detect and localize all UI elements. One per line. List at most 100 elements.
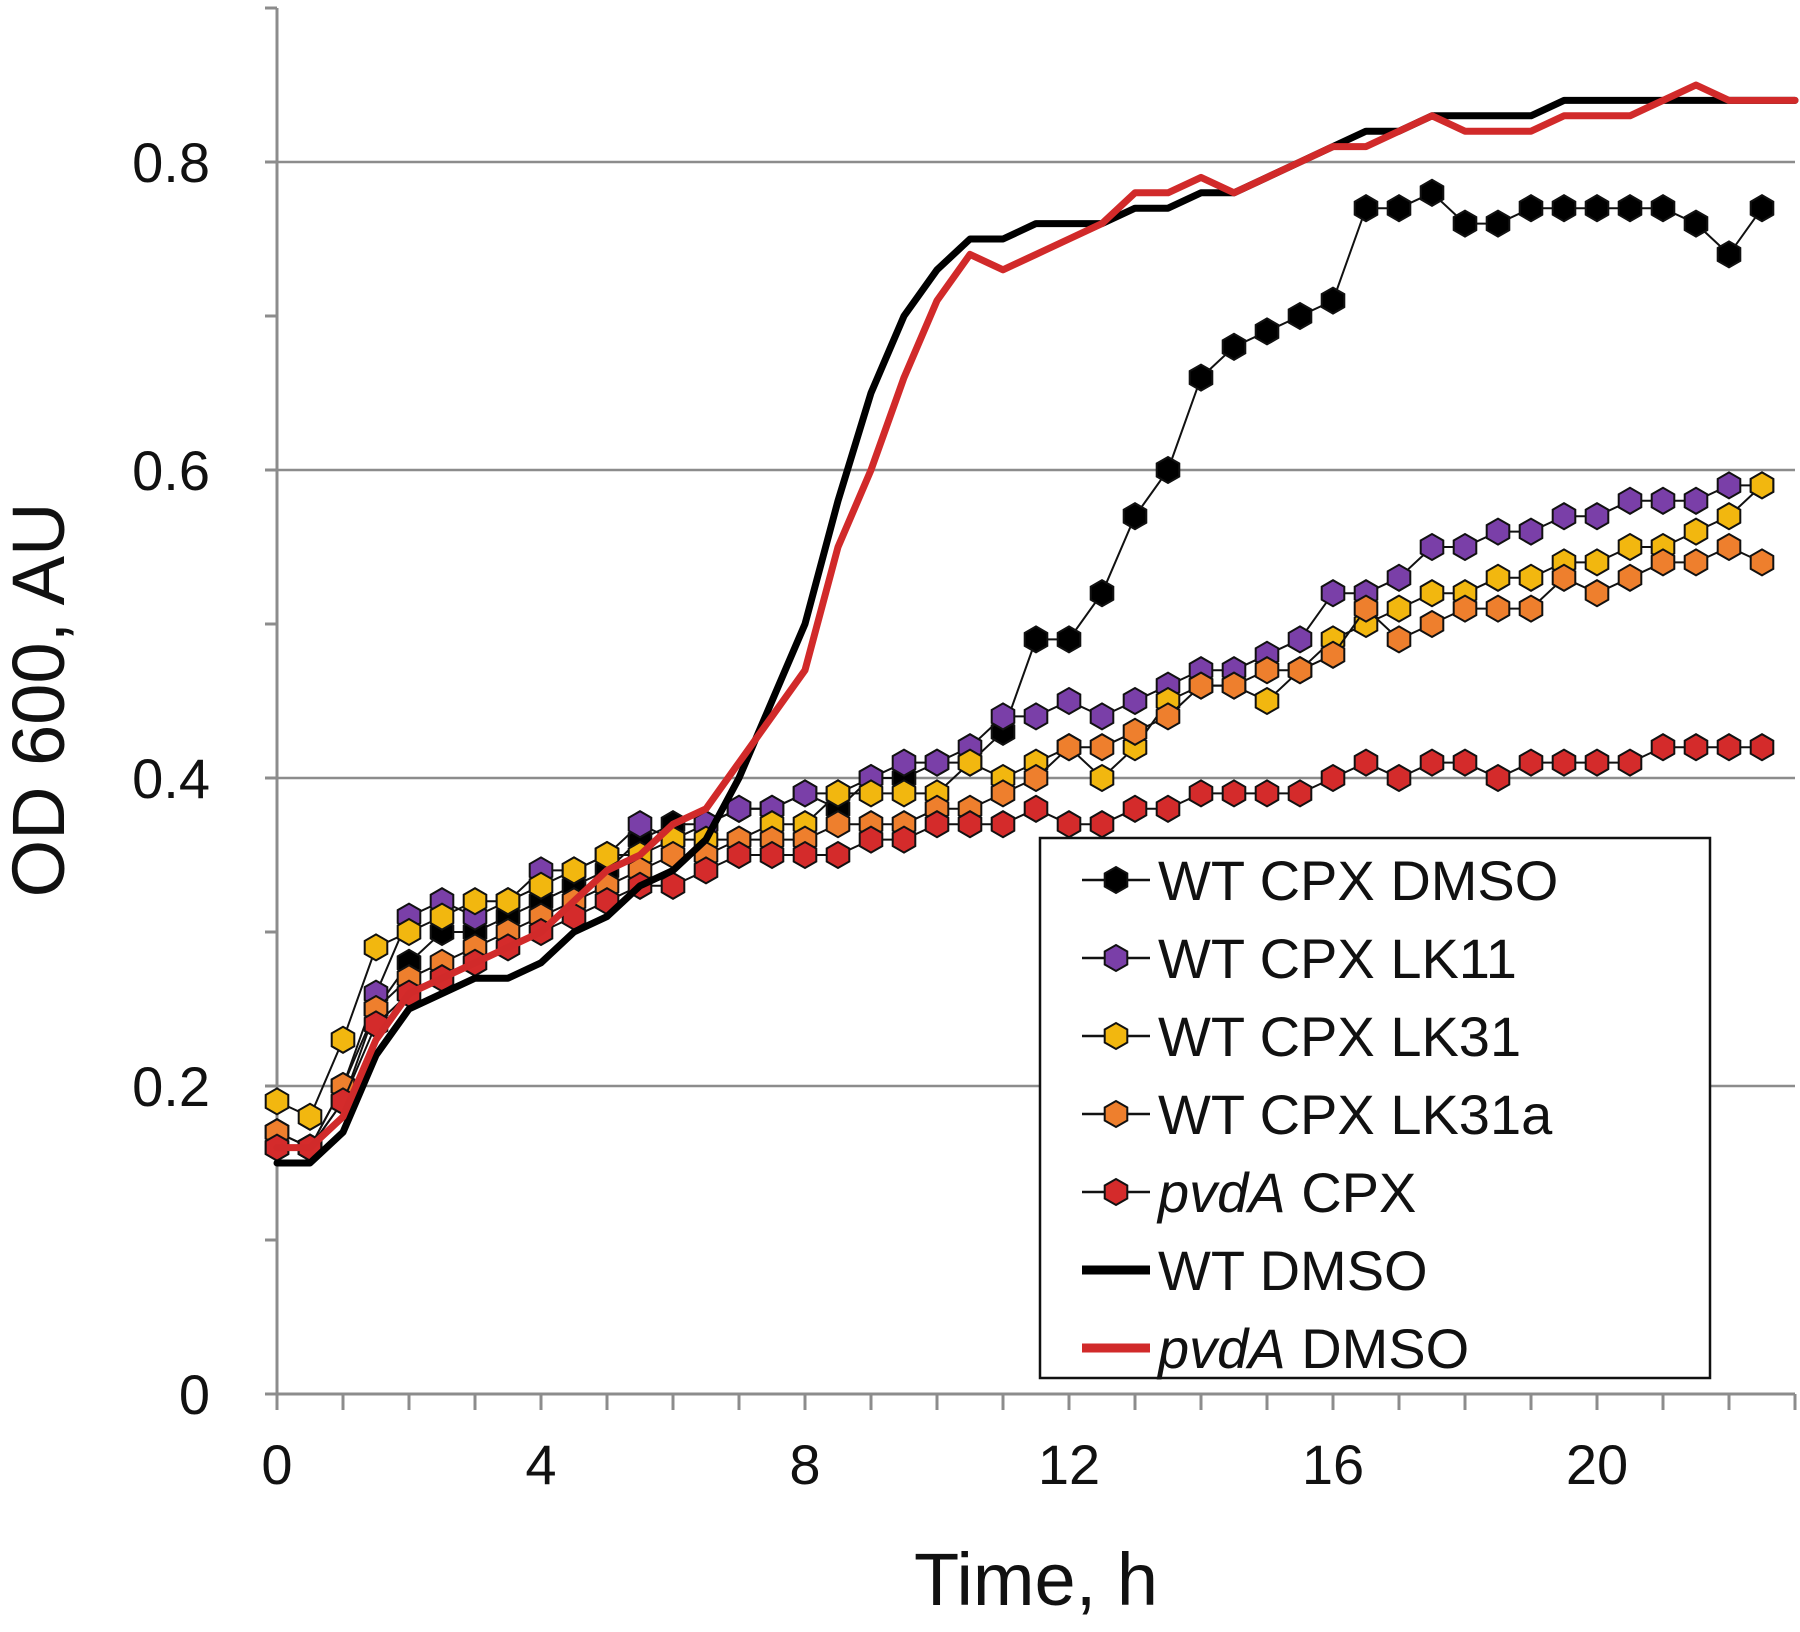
data-point: [1716, 502, 1742, 531]
data-point: [1122, 794, 1148, 823]
legend-swatch-marker: [1103, 1099, 1129, 1129]
data-point: [1254, 779, 1280, 808]
x-tick-label: 8: [789, 1433, 820, 1496]
data-point: [1518, 563, 1544, 592]
data-point: [990, 810, 1016, 839]
data-point: [528, 871, 554, 900]
legend-entry: pvdA CPX: [1082, 1161, 1416, 1224]
data-point: [1287, 625, 1313, 654]
data-point: [1716, 240, 1742, 269]
data-point: [264, 1087, 290, 1116]
data-point: [1089, 810, 1115, 839]
series-connector: [276, 545, 1763, 1149]
data-point: [1617, 748, 1643, 777]
data-point: [627, 810, 653, 839]
data-point: [1683, 517, 1709, 546]
data-point: [1089, 763, 1115, 793]
data-point: [1683, 209, 1709, 238]
data-point: [1122, 686, 1148, 716]
data-point: [1122, 717, 1148, 746]
data-point: [1683, 548, 1709, 577]
data-point: [1485, 209, 1511, 238]
data-point: [1518, 517, 1544, 546]
data-point: [1023, 702, 1049, 731]
y-tick-label: 0.2: [132, 1055, 210, 1118]
data-point: [1485, 594, 1511, 623]
legend-swatch-marker: [1103, 1177, 1129, 1207]
series-pvda-dmso: [273, 81, 1799, 1152]
data-point: [1419, 579, 1445, 608]
data-point: [1353, 194, 1379, 223]
data-point: [297, 1102, 323, 1131]
data-point: [1320, 640, 1346, 669]
data-point: [1485, 763, 1511, 793]
data-point: [1617, 532, 1643, 562]
data-point: [1584, 748, 1610, 777]
data-point: [1320, 286, 1346, 315]
data-point: [891, 779, 917, 808]
data-point: [1386, 625, 1412, 654]
legend-entry: WT CPX LK31a: [1082, 1083, 1553, 1146]
data-point: [825, 779, 851, 808]
data-point: [1584, 502, 1610, 531]
data-point: [858, 825, 884, 854]
series-line: [273, 81, 1799, 1152]
data-point: [561, 856, 587, 885]
x-tick-label: 4: [525, 1433, 556, 1496]
data-point: [1485, 517, 1511, 546]
y-tick-label: 0.4: [132, 747, 210, 810]
data-point: [1056, 625, 1082, 654]
legend-entry: WT CPX LK11: [1082, 927, 1517, 990]
data-point: [1452, 209, 1478, 238]
data-point: [1716, 733, 1742, 762]
data-point: [1716, 532, 1742, 562]
legend: WT CPX DMSO WT CPX LK11 WT CPX LK31 WT CPX …: [1038, 836, 1712, 1380]
y-tick-label: 0.8: [132, 131, 210, 194]
x-tick-label: 16: [1302, 1433, 1364, 1496]
data-point: [1419, 609, 1445, 639]
data-point: [330, 1025, 356, 1054]
legend-swatch-marker: [1103, 1021, 1129, 1051]
y-tick-label: 0: [179, 1363, 210, 1426]
data-point: [693, 856, 719, 885]
series-pvda-cpx: [264, 733, 1775, 1162]
data-point: [1419, 178, 1445, 207]
data-point: [1287, 301, 1313, 331]
legend-entry: WT CPX LK31: [1082, 1005, 1521, 1068]
data-point: [1584, 548, 1610, 577]
data-point: [1386, 763, 1412, 793]
data-point: [825, 810, 851, 839]
data-point: [1551, 502, 1577, 531]
series-connector: [276, 484, 1763, 1119]
data-point: [1452, 532, 1478, 562]
data-point: [1617, 194, 1643, 223]
data-point: [1485, 563, 1511, 592]
data-point: [1386, 194, 1412, 223]
data-point: [1221, 332, 1247, 361]
data-point: [825, 840, 851, 870]
legend-label: pvdA CPX: [1156, 1161, 1416, 1224]
data-point: [891, 825, 917, 854]
data-point: [1749, 194, 1775, 223]
data-point: [1617, 486, 1643, 515]
data-point: [1650, 194, 1676, 223]
data-point: [1683, 733, 1709, 762]
data-point: [1155, 455, 1181, 485]
legend-label: WT CPX DMSO: [1158, 849, 1558, 912]
data-point: [1650, 486, 1676, 515]
data-point: [1188, 671, 1214, 700]
data-point: [1386, 563, 1412, 592]
data-point: [1023, 794, 1049, 823]
data-point: [1518, 594, 1544, 623]
data-point: [1287, 779, 1313, 808]
data-point: [891, 748, 917, 777]
data-point: [1056, 686, 1082, 716]
series-connector: [276, 484, 1762, 1149]
data-point: [990, 702, 1016, 731]
data-point: [429, 902, 455, 931]
data-point: [759, 840, 785, 870]
data-point: [396, 917, 422, 947]
legend-label: WT CPX LK31a: [1158, 1083, 1553, 1146]
data-point: [1617, 563, 1643, 592]
